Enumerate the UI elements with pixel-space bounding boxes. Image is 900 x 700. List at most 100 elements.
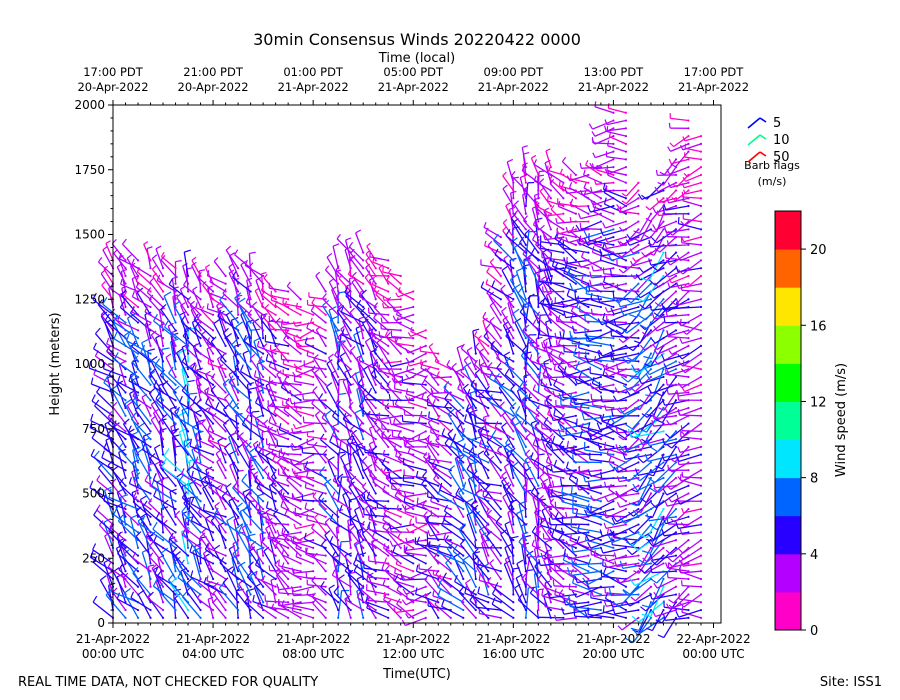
- wind-barb: [444, 406, 464, 425]
- barb-feather: [132, 567, 139, 574]
- barb-dot: [537, 220, 540, 223]
- wind-barb: [355, 232, 364, 253]
- barb-dot: [249, 438, 252, 441]
- barb-feather: [242, 488, 250, 493]
- barb-feather: [529, 586, 535, 594]
- barb-dot: [512, 360, 515, 363]
- wind-barb: [156, 279, 176, 293]
- barb-feather: [268, 442, 271, 449]
- barb-dot: [149, 562, 152, 565]
- wind-barb: [344, 598, 352, 619]
- wind-barb: [510, 421, 527, 440]
- barb-dot: [174, 337, 177, 340]
- barb-feather: [215, 401, 220, 410]
- barb-feather: [217, 437, 224, 442]
- wind-barb: [407, 391, 427, 401]
- wind-barb: [486, 514, 502, 533]
- wind-barb: [231, 344, 252, 370]
- barb-feather: [190, 514, 195, 521]
- wind-barb: [378, 370, 401, 378]
- barb-feather: [189, 392, 198, 395]
- barb-dot: [399, 461, 402, 464]
- barb-dot: [149, 406, 152, 410]
- wind-barb: [136, 427, 152, 455]
- barb-dot: [237, 585, 240, 588]
- barb-dot: [524, 492, 527, 495]
- barb-dot: [324, 360, 327, 363]
- barb-dot: [349, 321, 352, 324]
- barb-dot: [324, 570, 327, 573]
- barb-dot: [237, 430, 240, 433]
- wind-barb: [351, 281, 364, 300]
- barb-feather: [541, 589, 544, 596]
- barb-dot: [174, 368, 177, 371]
- barb-dot: [512, 546, 515, 549]
- barb-feather: [510, 461, 519, 468]
- barb-dot: [374, 259, 377, 262]
- wind-barb: [533, 548, 539, 572]
- wind-barb: [281, 605, 301, 619]
- barb-feather: [231, 567, 236, 574]
- wind-barb: [508, 507, 527, 526]
- barb-dot: [149, 445, 152, 448]
- wind-barb: [295, 410, 314, 417]
- barb-feather: [376, 362, 379, 369]
- wind-barb: [536, 375, 552, 393]
- barb-dot: [349, 399, 352, 402]
- barb-feather: [180, 315, 186, 322]
- barb-feather: [516, 509, 524, 515]
- barb-feather: [248, 464, 254, 470]
- barb-dot: [237, 601, 240, 604]
- wind-barb: [358, 426, 377, 440]
- barb-feather: [248, 387, 257, 390]
- barb-dot: [512, 368, 515, 371]
- barb-feather: [107, 411, 113, 418]
- barb-dot: [199, 305, 202, 309]
- wind-barb: [135, 535, 152, 557]
- barb-dot: [274, 585, 277, 588]
- wind-barb: [386, 384, 402, 401]
- barb-feather: [163, 448, 170, 457]
- barb-feather: [162, 499, 169, 505]
- barb-feather: [487, 576, 492, 582]
- barb-dot: [237, 422, 240, 425]
- barb-feather: [486, 288, 491, 294]
- barb-dot: [499, 313, 502, 316]
- barb-dot: [224, 282, 227, 285]
- barb-dot: [549, 399, 552, 402]
- wind-barb: [105, 594, 127, 619]
- wind-barb: [149, 536, 164, 557]
- barb-dot: [387, 445, 390, 448]
- barb-dot: [224, 469, 227, 472]
- wind-barb: [501, 426, 514, 448]
- barb-dot: [349, 414, 352, 417]
- barb-feather: [315, 271, 321, 277]
- wind-barb: [92, 601, 114, 619]
- barb-dot: [324, 391, 327, 394]
- barb-feather: [305, 471, 309, 478]
- wind-barb: [462, 435, 489, 448]
- barb-dot: [387, 484, 390, 487]
- x-axis-label: Time(UTC): [382, 667, 451, 682]
- barb-dot: [136, 259, 140, 262]
- wind-barb: [489, 562, 502, 580]
- wind-barb: [219, 359, 239, 378]
- wind-barb: [327, 357, 339, 378]
- wind-barb: [207, 308, 226, 316]
- barb-dot: [237, 515, 240, 518]
- barb-dot: [424, 422, 427, 425]
- barb-feather: [436, 544, 440, 553]
- barb-feather: [483, 330, 489, 337]
- wind-barb: [365, 414, 377, 432]
- wind-barb: [361, 533, 377, 556]
- wind-barb: [219, 299, 239, 323]
- barb-dot: [237, 570, 240, 573]
- wind-barb: [328, 588, 339, 611]
- barb-dot: [362, 259, 365, 262]
- barb-feather: [193, 343, 198, 350]
- barb-feather: [417, 434, 421, 441]
- barb-feather: [120, 279, 123, 285]
- wind-barb: [382, 271, 401, 277]
- wind-barb: [535, 409, 552, 425]
- barb-dot: [399, 570, 402, 573]
